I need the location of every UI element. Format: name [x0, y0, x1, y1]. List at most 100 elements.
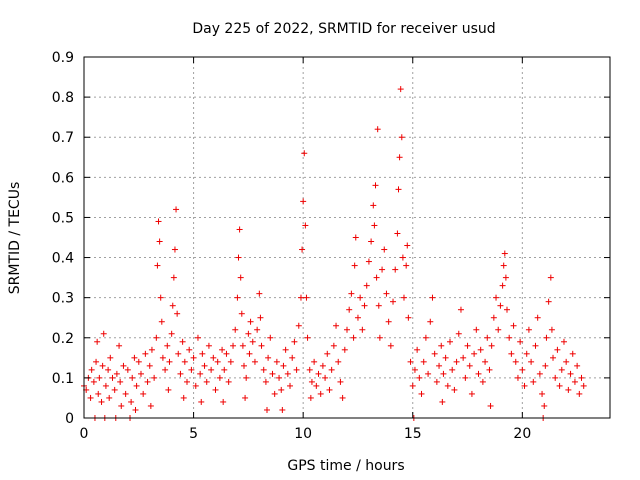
- data-point: [109, 374, 116, 381]
- data-point: [214, 358, 221, 365]
- data-point: [510, 322, 517, 329]
- x-tick-label: 0: [80, 426, 89, 442]
- x-tick-labels: 0 5 10 15 20: [80, 426, 532, 442]
- data-point: [118, 402, 125, 409]
- data-point: [543, 334, 550, 341]
- data-point: [560, 338, 567, 345]
- data-point: [379, 266, 386, 273]
- data-point: [311, 358, 318, 365]
- data-point: [399, 254, 406, 261]
- data-point: [236, 226, 243, 233]
- data-point: [525, 326, 532, 333]
- data-point: [159, 354, 166, 361]
- data-point: [440, 370, 447, 377]
- data-point: [304, 334, 311, 341]
- data-point: [473, 326, 480, 333]
- data-point: [499, 282, 506, 289]
- y-tick-labels: 0 0.1 0.2 0.3 0.4 0.5 0.6 0.7 0.8 0.9: [52, 50, 74, 427]
- data-point: [175, 350, 182, 357]
- data-point: [319, 362, 326, 369]
- data-point: [113, 370, 120, 377]
- data-point: [324, 350, 331, 357]
- data-point: [303, 294, 310, 301]
- data-point: [128, 398, 135, 405]
- data-point: [98, 398, 105, 405]
- y-tick-label: 0.3: [52, 291, 74, 307]
- data-point: [165, 386, 172, 393]
- data-point: [158, 318, 165, 325]
- data-point: [131, 354, 138, 361]
- data-point: [381, 246, 388, 253]
- data-point: [194, 334, 201, 341]
- data-point: [398, 134, 405, 141]
- data-point: [464, 342, 471, 349]
- data-point: [502, 274, 509, 281]
- data-point: [307, 394, 314, 401]
- data-point: [451, 386, 458, 393]
- data-point: [357, 294, 364, 301]
- data-point: [517, 338, 524, 345]
- y-tick-label: 0.4: [52, 251, 74, 267]
- data-point: [297, 294, 304, 301]
- data-point: [302, 222, 309, 229]
- y-tick-label: 0.1: [52, 371, 74, 387]
- data-point: [293, 366, 300, 373]
- data-point: [372, 182, 379, 189]
- data-point: [249, 338, 256, 345]
- chart-title: Day 225 of 2022, SRMTID for receiver usu…: [192, 21, 495, 37]
- data-point: [144, 378, 151, 385]
- scatter-points: [81, 86, 587, 421]
- data-point: [280, 362, 287, 369]
- data-point: [140, 390, 147, 397]
- data-point: [197, 370, 204, 377]
- data-point: [528, 358, 535, 365]
- data-point: [212, 386, 219, 393]
- data-point: [169, 302, 176, 309]
- x-tick-label: 15: [404, 426, 422, 442]
- data-point: [346, 306, 353, 313]
- data-point: [453, 358, 460, 365]
- data-point: [405, 314, 412, 321]
- data-point: [88, 366, 95, 373]
- data-point: [151, 374, 158, 381]
- data-point: [449, 366, 456, 373]
- data-point: [282, 346, 289, 353]
- data-point: [578, 374, 585, 381]
- data-point: [99, 362, 106, 369]
- data-point: [333, 322, 340, 329]
- data-point: [132, 406, 139, 413]
- data-point: [477, 346, 484, 353]
- data-point: [484, 334, 491, 341]
- data-point: [404, 242, 411, 249]
- data-point: [521, 382, 528, 389]
- data-point: [563, 358, 570, 365]
- data-point: [171, 246, 178, 253]
- data-point: [278, 386, 285, 393]
- data-point: [291, 338, 298, 345]
- data-point: [330, 342, 337, 349]
- data-point: [242, 394, 249, 401]
- data-point: [129, 374, 136, 381]
- data-point: [177, 370, 184, 377]
- data-point: [107, 354, 114, 361]
- data-point: [396, 154, 403, 161]
- data-point: [289, 354, 296, 361]
- data-point: [148, 346, 155, 353]
- data-point: [416, 374, 423, 381]
- x-tick-label: 20: [513, 426, 531, 442]
- y-tick-label: 0: [65, 411, 74, 427]
- data-point: [341, 346, 348, 353]
- data-point: [339, 394, 346, 401]
- y-tick-label: 0.7: [52, 130, 74, 146]
- data-point: [225, 378, 232, 385]
- data-point: [155, 218, 162, 225]
- data-point: [299, 246, 306, 253]
- data-point: [420, 358, 427, 365]
- data-point: [306, 366, 313, 373]
- data-point: [425, 370, 432, 377]
- data-point: [239, 342, 246, 349]
- data-point: [359, 326, 366, 333]
- x-tick-label: 5: [189, 426, 198, 442]
- data-point: [300, 198, 307, 205]
